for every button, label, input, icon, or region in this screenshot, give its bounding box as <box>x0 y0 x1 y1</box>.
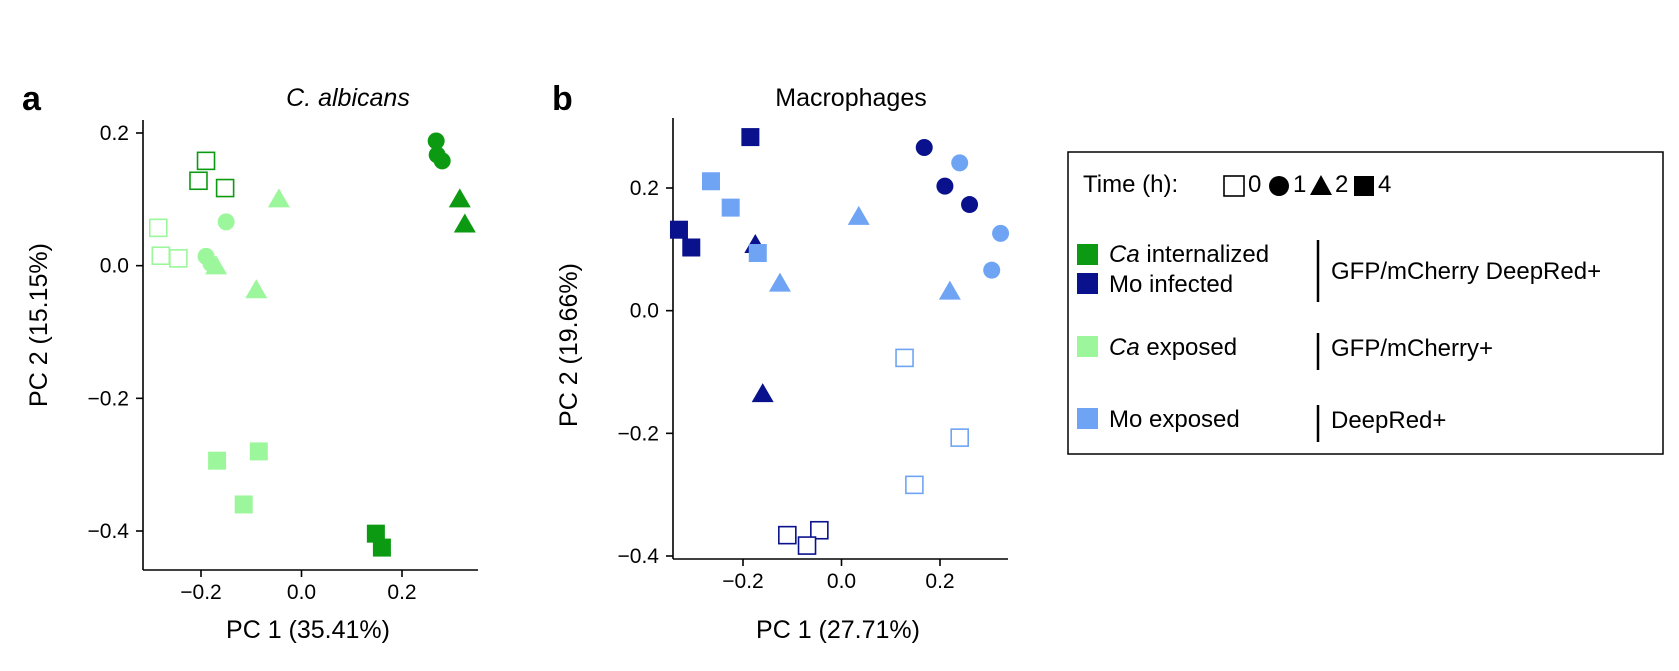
panel-a-axes: −0.2 0.0 0.2 0.2 0.0 −0.2 −0.4 <box>88 120 478 604</box>
panel-a-point-ca-internalized-t4 <box>372 538 391 557</box>
legend-swatch-ca-exposed <box>1077 336 1098 357</box>
panel-b-point-mo-infected-t4 <box>741 128 760 147</box>
legend-mo-infected-label: Mo infected <box>1109 271 1233 298</box>
panel-b-point-mo-exposed-t0 <box>895 348 914 368</box>
panel-b-point-mo-exposed-t4 <box>748 244 767 263</box>
panel-b-point-mo-infected-t0 <box>810 520 829 540</box>
panel-a-points <box>148 132 476 557</box>
legend-time-4-label: 4 <box>1378 171 1391 198</box>
panel-b-point-mo-exposed-t0 <box>950 428 970 447</box>
legend-time-1-label: 1 <box>1293 171 1306 198</box>
panel-a-y-tick-label: −0.4 <box>88 520 130 543</box>
panel-b-letter: b <box>552 80 573 118</box>
panel-a-point-ca-internalized-t1 <box>427 132 445 150</box>
panel-a-point-ca-exposed-t0 <box>148 218 168 238</box>
panel-a-point-ca-exposed-t2 <box>267 188 290 208</box>
legend-swatch-ca-internalized <box>1077 244 1098 265</box>
panel-a-y-tick-label: 0.0 <box>100 255 129 278</box>
panel-b-x-tick-label: 0.0 <box>827 570 856 593</box>
panel-b-axes: −0.2 0.0 0.2 0.2 0.0 −0.2 −0.4 <box>618 118 1008 593</box>
panel-a-point-ca-internalized-t2 <box>448 188 471 208</box>
panel-b-point-mo-infected-t2 <box>751 383 774 403</box>
panel-b-points <box>669 128 1010 555</box>
panel-a-point-ca-exposed-t2 <box>205 255 228 275</box>
panel-a-point-ca-internalized-t0 <box>215 178 235 198</box>
panel-b-point-mo-exposed-t4 <box>701 172 720 191</box>
legend-time-0-open-square-icon <box>1223 175 1245 197</box>
legend-ca-internalized-label: Ca internalized <box>1109 241 1269 268</box>
legend-time-2-label: 2 <box>1335 171 1348 198</box>
panel-a-point-ca-internalized-t0 <box>196 151 216 171</box>
panel-a-title: C. albicans <box>286 84 410 112</box>
legend-ca-italic: Ca <box>1109 241 1140 268</box>
panel-a-point-ca-exposed-t4 <box>208 451 227 470</box>
panel-a-x-tick-label: −0.2 <box>180 581 221 604</box>
panel-b-ylabel: PC 2 (19.66%) <box>555 263 583 427</box>
legend-marker-2: GFP/mCherry+ <box>1331 335 1493 362</box>
legend-exposed-text: exposed <box>1140 334 1237 361</box>
panel-b-point-mo-infected-t1 <box>961 196 979 214</box>
panel-b-x-tick-label: −0.2 <box>722 570 763 593</box>
panel-b-point-mo-infected-t1 <box>915 139 933 157</box>
panel-b-xlabel: PC 1 (27.71%) <box>756 616 920 644</box>
legend-box <box>1067 151 1664 455</box>
panel-a-point-ca-exposed-t4 <box>249 442 268 461</box>
panel-a-ylabel: PC 2 (15.15%) <box>25 243 53 407</box>
legend-marker-1: GFP/mCherry DeepRed+ <box>1331 258 1601 285</box>
panel-b-point-mo-infected-t0 <box>778 525 797 545</box>
panel-a-y-tick-label: −0.2 <box>88 387 129 410</box>
legend-time-1-circle-icon <box>1269 176 1289 196</box>
legend-swatch-mo-exposed <box>1077 408 1098 429</box>
legend-ca-exposed-label: Ca exposed <box>1109 334 1237 361</box>
legend-time-label: Time (h): <box>1083 171 1178 198</box>
legend-time-4-square-icon <box>1354 176 1374 196</box>
legend-mo-exposed-label: Mo exposed <box>1109 406 1240 433</box>
panel-b-point-mo-exposed-t2 <box>768 272 791 292</box>
legend-ca-italic-2: Ca <box>1109 334 1140 361</box>
legend: Time (h): 0 1 2 4 Ca internalized Mo infect… <box>1067 151 1664 455</box>
panel-b-y-tick-label: −0.2 <box>618 422 659 445</box>
panel-a-point-ca-exposed-t4 <box>234 495 253 514</box>
panel-a-point-ca-exposed-t0 <box>151 246 171 266</box>
legend-time-0-label: 0 <box>1248 171 1261 198</box>
panel-a-y-tick-label: 0.2 <box>100 122 129 145</box>
legend-time-entries: 0 1 2 4 <box>1223 171 1391 198</box>
panel-b-point-mo-infected-t4 <box>682 238 701 257</box>
panel-b-point-mo-infected-t0 <box>797 536 817 555</box>
panel-a-point-ca-exposed-t1 <box>217 213 235 231</box>
panel-a-point-ca-internalized-t0 <box>189 171 208 191</box>
panel-b-point-mo-exposed-t2 <box>847 205 870 225</box>
panel-a-scatter: a C. albicans PC 1 (35.41%) PC 2 (15.15%… <box>22 80 478 644</box>
panel-b-point-mo-exposed-t1 <box>992 224 1010 242</box>
panel-a-letter: a <box>22 80 42 118</box>
legend-swatch-mo-infected <box>1077 273 1098 294</box>
panel-a-point-ca-internalized-t1 <box>433 152 451 170</box>
panel-b-point-mo-exposed-t4 <box>721 198 740 217</box>
panel-b-y-tick-label: 0.0 <box>630 300 659 323</box>
panel-a-point-ca-internalized-t4 <box>366 524 385 543</box>
panel-a-xlabel: PC 1 (35.41%) <box>226 616 390 644</box>
legend-marker-3: DeepRed+ <box>1331 407 1446 434</box>
legend-time-2-triangle-icon <box>1310 175 1332 195</box>
panel-b-title: Macrophages <box>775 84 926 112</box>
panel-a-point-ca-internalized-t2 <box>453 213 476 233</box>
panel-b-scatter: b Macrophages PC 1 (27.71%) PC 2 (19.66%… <box>552 80 1010 644</box>
panel-b-y-tick-label: −0.4 <box>618 545 660 568</box>
panel-a-point-ca-exposed-t0 <box>169 249 188 268</box>
panel-b-point-mo-exposed-t1 <box>983 261 1001 279</box>
legend-internalized-text: internalized <box>1140 241 1269 268</box>
panel-b-point-mo-exposed-t1 <box>951 154 969 172</box>
panel-b-point-mo-infected-t1 <box>936 177 954 195</box>
panel-b-x-tick-label: 0.2 <box>925 570 954 593</box>
panel-b-y-tick-label: 0.2 <box>630 177 659 200</box>
panel-a-x-tick-label: 0.0 <box>287 581 316 604</box>
panel-a-x-tick-label: 0.2 <box>387 581 416 604</box>
panel-a-point-ca-exposed-t2 <box>245 279 268 299</box>
panel-b-point-mo-exposed-t0 <box>905 475 924 495</box>
panel-b-point-mo-exposed-t2 <box>938 280 961 300</box>
panel-b-point-mo-infected-t4 <box>669 220 688 239</box>
